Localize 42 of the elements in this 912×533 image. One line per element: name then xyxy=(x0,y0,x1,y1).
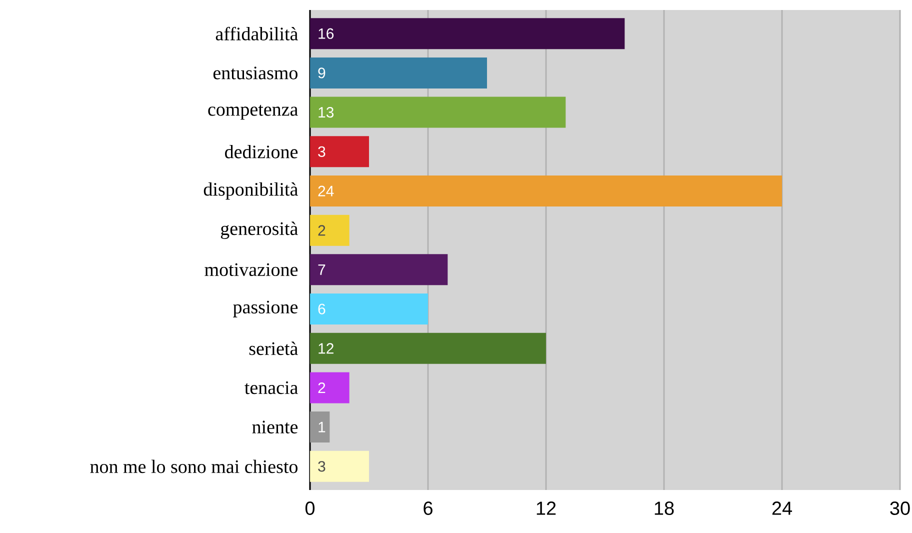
bar xyxy=(310,57,488,88)
x-tick-label: 24 xyxy=(772,502,792,515)
data-label: 7 xyxy=(318,264,326,275)
x-tick-label: 30 xyxy=(890,502,910,515)
data-label: 2 xyxy=(318,225,326,236)
data-label: 9 xyxy=(318,68,326,78)
data-label: 24 xyxy=(318,186,334,196)
bar xyxy=(310,372,350,404)
y-tick-label: motivazione xyxy=(204,263,298,276)
x-tick-label: 6 xyxy=(424,502,432,515)
y-tick-label: dedizione xyxy=(225,144,298,158)
data-label: 3 xyxy=(318,146,326,157)
bar xyxy=(310,332,546,364)
y-tick-label: competenza xyxy=(208,104,298,120)
data-label: 1 xyxy=(318,422,326,432)
bar xyxy=(310,412,330,443)
data-label: 6 xyxy=(318,304,326,314)
bar xyxy=(310,254,448,286)
data-label: 3 xyxy=(318,461,326,472)
y-tick-label: serietà xyxy=(249,342,298,356)
data-label: 16 xyxy=(318,28,334,39)
bar xyxy=(310,96,566,128)
data-label: 12 xyxy=(318,343,334,354)
y-tick-label: disponibilità xyxy=(204,182,298,200)
bar xyxy=(310,18,625,50)
data-label: 2 xyxy=(318,382,326,393)
x-tick-label: 12 xyxy=(536,502,556,515)
y-tick-label: affidabilità xyxy=(216,26,298,40)
x-tick-label: 0 xyxy=(305,502,315,515)
y-tick-label: entusiasmo xyxy=(213,66,298,80)
bar xyxy=(310,450,370,482)
bar xyxy=(310,175,782,206)
y-tick-label: passione xyxy=(233,300,298,318)
y-tick-label: tenacia xyxy=(244,381,298,394)
y-tick-label: generosità xyxy=(220,222,298,239)
bar xyxy=(310,294,428,325)
x-tick-label: 18 xyxy=(654,502,674,515)
data-label: 13 xyxy=(318,106,334,118)
y-tick-label: niente xyxy=(252,420,298,434)
y-tick-label: non me lo sono mai chiesto xyxy=(90,460,298,474)
bar xyxy=(310,136,370,168)
bar xyxy=(310,214,350,246)
